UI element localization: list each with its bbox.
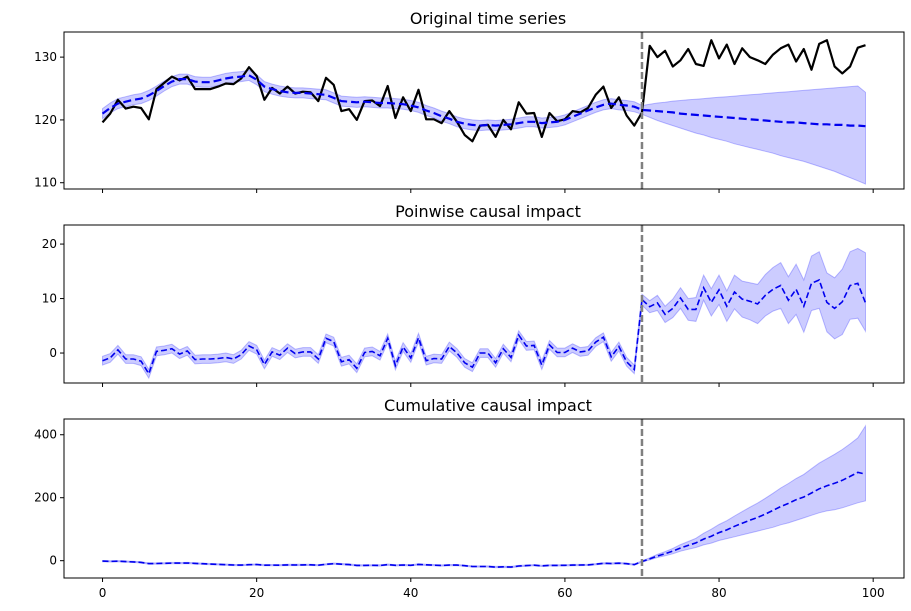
pointwise-impact-panel: Poinwise causal impact 0 10 20 (42, 202, 905, 387)
y-tick-label: 130 (34, 50, 57, 64)
axes-frame (63, 31, 905, 190)
axes-frame (63, 418, 905, 579)
confidence-band (102, 424, 866, 569)
y-tick-label: 20 (42, 237, 57, 251)
x-tick-label: 100 (862, 586, 885, 600)
x-tick-label: 0 (99, 586, 107, 600)
y-tick-label: 400 (34, 428, 57, 442)
cumulative-impact-panel: Cumulative causal impact 0 200 400 0 20 40 60 8… (34, 396, 905, 600)
pointwise-line (102, 278, 867, 376)
y-tick-label: 200 (34, 491, 57, 505)
panel-title-original: Original time series (410, 9, 566, 28)
confidence-band (102, 247, 866, 380)
cumulative-line (102, 471, 866, 568)
panel-title-pointwise: Poinwise causal impact (395, 202, 581, 221)
y-tick-label: 110 (34, 176, 57, 190)
y-tick-label: 0 (49, 554, 57, 568)
panel-title-cumulative: Cumulative causal impact (384, 396, 592, 415)
y-tick-label: 120 (34, 113, 57, 127)
x-tick-label: 20 (249, 586, 264, 600)
original-time-series-panel: Original time series 110 120 130 (34, 9, 905, 193)
predicted-line (101, 74, 866, 128)
x-tick-label: 80 (711, 586, 726, 600)
x-tick-label: 40 (403, 586, 418, 600)
confidence-band (102, 69, 866, 185)
axes-frame (63, 224, 905, 384)
y-tick-label: 0 (49, 346, 57, 360)
y-tick-label: 10 (42, 292, 57, 306)
x-tick-label: 60 (557, 586, 572, 600)
